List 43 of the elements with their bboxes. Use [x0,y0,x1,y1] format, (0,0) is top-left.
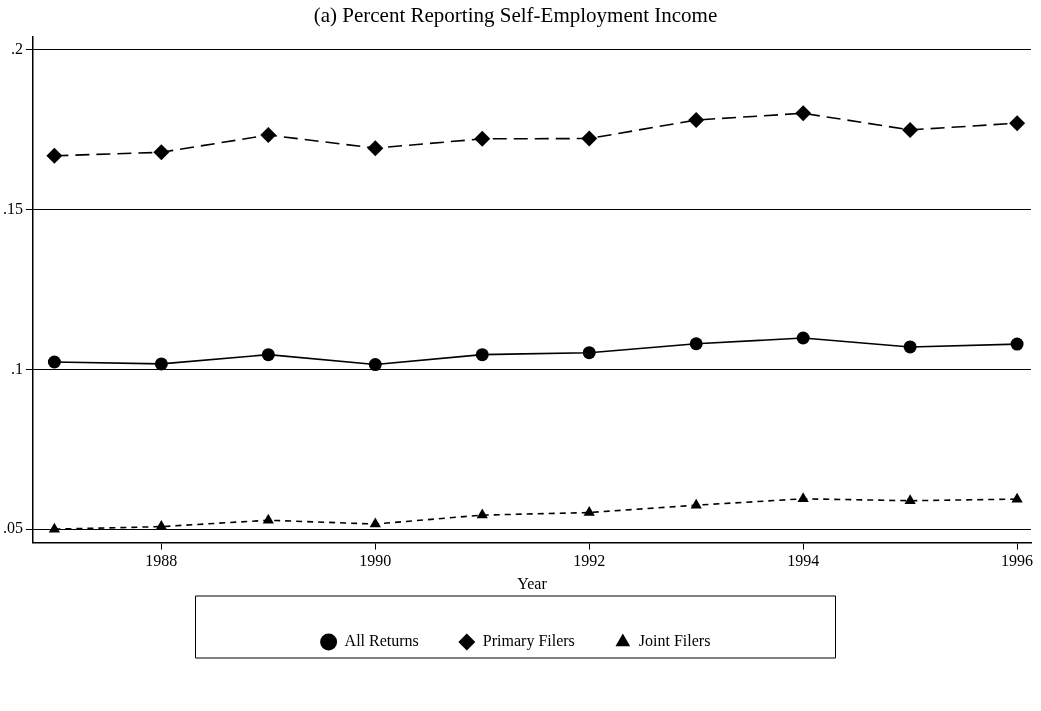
point [903,340,917,354]
point [904,494,916,504]
point [688,112,705,128]
point [1010,337,1024,351]
point [367,140,384,157]
y-tick-label: .2 [11,39,23,57]
point [583,506,595,516]
point [1009,115,1026,132]
point [475,348,489,362]
y-tick-label: .15 [3,199,23,217]
chart-title: (a) Percent Reporting Self-Employment Income [313,3,718,28]
point [474,130,491,147]
point [155,520,167,530]
legend-label: Joint Filers [638,632,711,650]
point [154,357,168,371]
point [476,508,488,519]
x-tick-label: 1992 [573,552,606,570]
point [369,517,381,528]
y-tick-label: .1 [11,359,23,377]
point [796,331,810,345]
x-tick-label: 1988 [145,552,178,570]
x-tick-label: 1996 [1001,552,1034,570]
point [261,348,275,362]
point [47,355,61,369]
point [582,346,596,360]
point [690,498,702,509]
point [797,492,809,503]
x-tick-label: 1994 [787,552,820,570]
point [153,144,170,161]
legend-label: All Returns [344,632,419,650]
y-tick-label: .05 [3,519,23,537]
x-tick-label: 1990 [359,552,392,570]
point [260,127,277,144]
point [48,522,61,533]
point [46,147,63,164]
point [902,121,919,138]
point [368,358,382,372]
point [1011,492,1023,503]
x-axis-title: Year [517,574,548,592]
point [581,130,598,147]
legend-label: Primary Filers [482,632,575,651]
point [689,337,703,351]
point [795,105,812,122]
